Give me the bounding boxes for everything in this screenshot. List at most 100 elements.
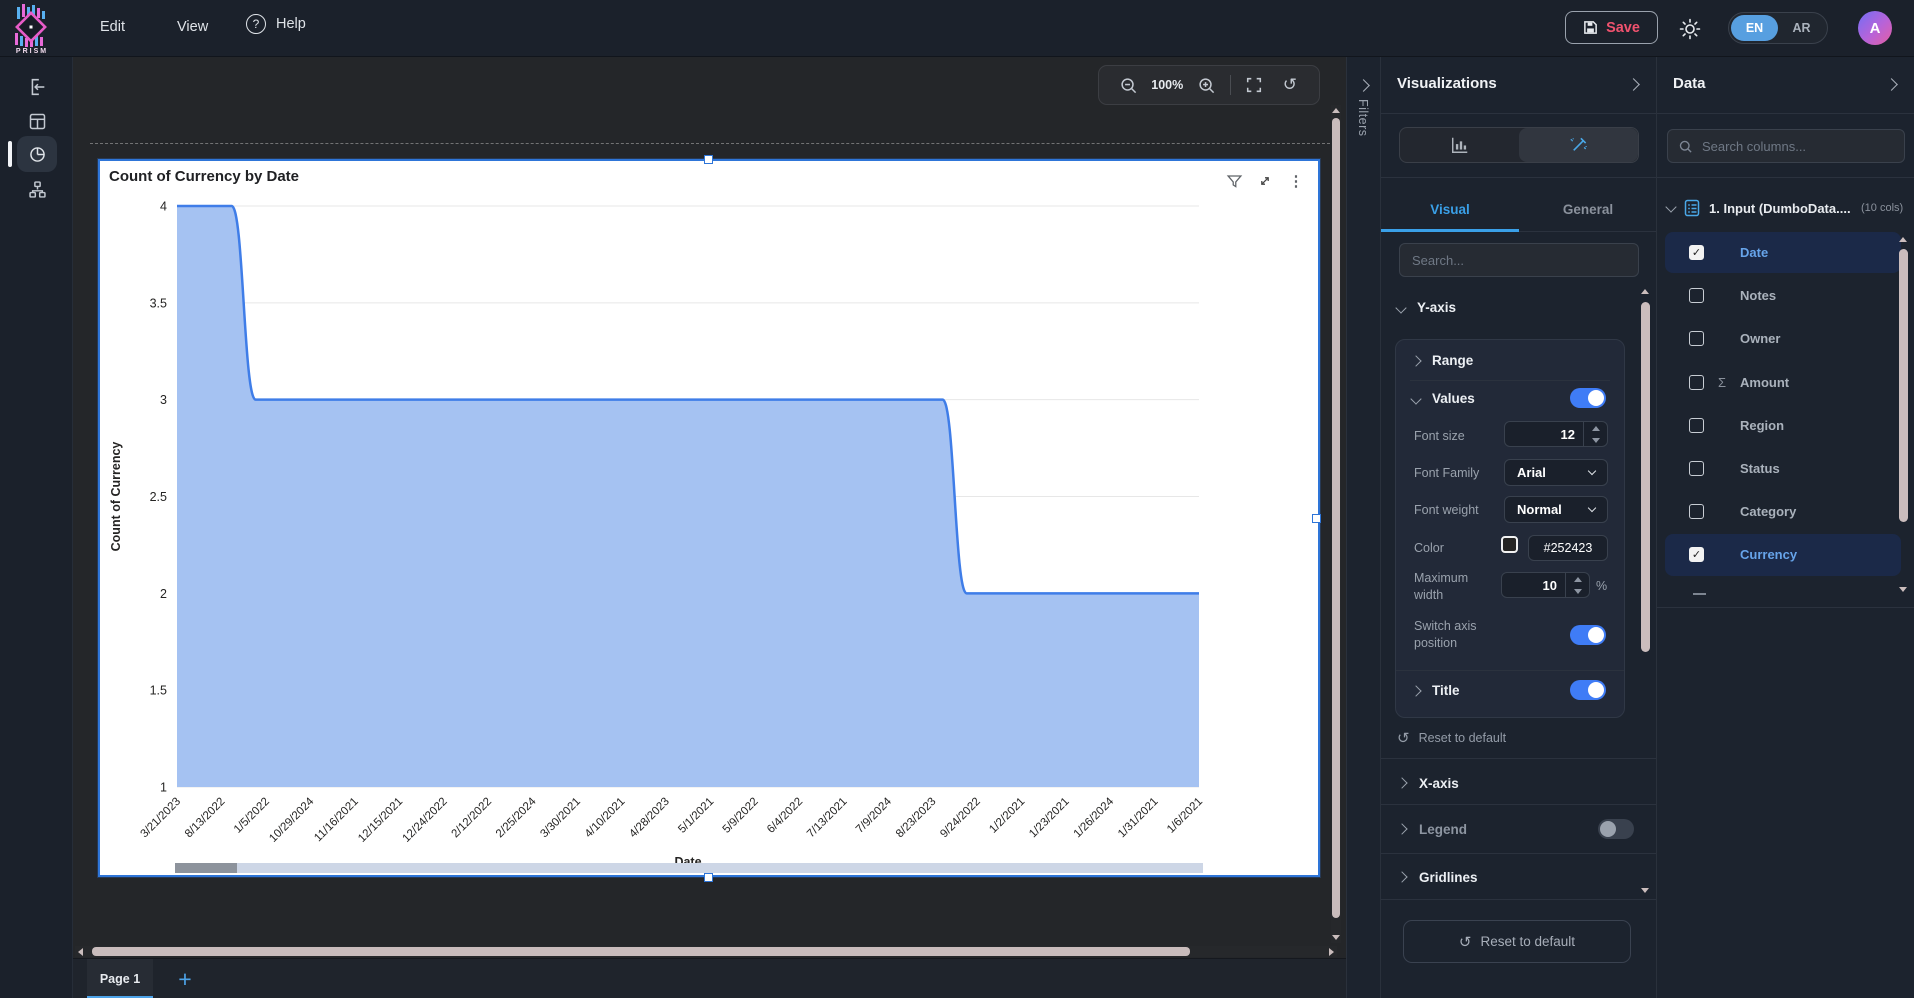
page-tab-1[interactable]: Page 1 — [87, 959, 153, 998]
canvas-vertical-scrollbar[interactable] — [1331, 105, 1341, 943]
data-panel-scrollbar[interactable] — [1899, 237, 1908, 592]
column-row[interactable]: ✓ Σ Currency — [1657, 533, 1914, 576]
column-checkbox[interactable] — [1689, 504, 1704, 520]
column-row[interactable]: ✓ Σ Date — [1657, 231, 1914, 274]
chart-scrollbar-thumb[interactable] — [175, 863, 237, 873]
spin-up-button[interactable] — [1566, 573, 1589, 585]
section-x-axis[interactable]: X-axis — [1381, 769, 1657, 797]
scroll-down-arrow-icon[interactable] — [1332, 935, 1340, 940]
values-toggle[interactable] — [1570, 388, 1606, 408]
widget-menu-button[interactable]: ⋮ — [1286, 171, 1306, 191]
section-title[interactable]: Title — [1410, 683, 1460, 698]
filters-expand-icon[interactable] — [1357, 79, 1370, 92]
language-switch[interactable]: EN AR — [1728, 12, 1828, 44]
column-row[interactable]: Σ Category — [1657, 490, 1914, 533]
avatar[interactable]: A — [1858, 11, 1892, 45]
theme-toggle-button[interactable] — [1676, 15, 1704, 43]
y-axis-reset-link[interactable]: ↺ Reset to default — [1397, 729, 1506, 747]
charts-view-button[interactable] — [17, 136, 57, 172]
resize-handle-bottom[interactable] — [704, 873, 713, 882]
color-hex-value[interactable]: #252423 — [1528, 535, 1608, 561]
canvas-hscroll-thumb[interactable] — [92, 947, 1190, 956]
column-checkbox[interactable] — [1689, 331, 1704, 347]
resize-handle-top[interactable] — [704, 155, 713, 164]
font-weight-select[interactable]: Normal — [1504, 496, 1608, 523]
data-scrollbar-thumb[interactable] — [1899, 249, 1908, 522]
scroll-right-arrow-icon[interactable] — [1329, 947, 1334, 956]
column-row[interactable]: Σ Notes — [1657, 274, 1914, 317]
column-row[interactable]: Σ Owner — [1657, 317, 1914, 360]
column-checkbox[interactable]: ✓ — [1689, 245, 1704, 261]
widget-filter-button[interactable] — [1224, 171, 1244, 191]
table-tree-item[interactable]: 1. Input (DumboData.... (10 cols) — [1665, 190, 1905, 226]
column-checkbox[interactable]: ✓ — [1689, 547, 1704, 563]
section-y-axis[interactable]: Y-axis — [1395, 300, 1456, 315]
legend-toggle[interactable] — [1598, 819, 1634, 839]
reset-view-button[interactable]: ↺ — [1277, 72, 1303, 98]
section-gridlines[interactable]: Gridlines — [1381, 863, 1657, 891]
menu-help[interactable]: ? Help — [246, 14, 306, 34]
menu-view[interactable]: View — [177, 19, 209, 35]
font-size-input[interactable] — [1505, 422, 1583, 446]
font-family-select[interactable]: Arial — [1504, 459, 1608, 486]
chart-horizontal-scrollbar[interactable] — [175, 863, 1203, 873]
filters-collapsed-panel[interactable]: Filters — [1346, 57, 1380, 998]
save-button[interactable]: Save — [1565, 11, 1658, 44]
collapse-panel-icon[interactable] — [1885, 78, 1898, 91]
section-range[interactable]: Range — [1410, 353, 1473, 368]
section-legend[interactable]: Legend — [1381, 815, 1657, 843]
canvas-vscroll-thumb[interactable] — [1332, 118, 1340, 918]
resize-handle-right[interactable] — [1312, 514, 1321, 523]
language-ar[interactable]: AR — [1792, 21, 1811, 35]
canvas-horizontal-scrollbar[interactable] — [75, 946, 1337, 957]
title-toggle[interactable] — [1570, 680, 1606, 700]
column-row[interactable]: Σ Region — [1657, 404, 1914, 447]
switch-axis-toggle[interactable] — [1570, 625, 1606, 645]
tab-general[interactable]: General — [1562, 201, 1614, 217]
prism-logo-icon[interactable]: PRISM — [9, 3, 55, 55]
chart-type-mode-button[interactable] — [1400, 128, 1519, 162]
exit-button[interactable] — [17, 69, 57, 105]
add-page-button[interactable]: + — [178, 965, 192, 992]
scroll-up-arrow-icon[interactable] — [1899, 237, 1907, 242]
collapse-panel-icon[interactable] — [1627, 78, 1640, 91]
zoom-in-icon — [1199, 77, 1215, 93]
column-checkbox[interactable] — [1689, 374, 1704, 390]
data-search-input[interactable] — [1702, 130, 1894, 162]
widget-expand-button[interactable] — [1255, 171, 1275, 191]
spin-down-icon — [1591, 437, 1600, 443]
viz-scrollbar-thumb[interactable] — [1641, 302, 1650, 652]
fit-screen-button[interactable] — [1241, 72, 1267, 98]
tab-visual[interactable]: Visual — [1381, 187, 1519, 232]
spin-down-button[interactable] — [1566, 585, 1589, 597]
chevron-down-icon — [1587, 503, 1597, 513]
max-width-input[interactable] — [1502, 573, 1565, 597]
data-panel: Data 1. Input (DumboData.... (10 cols) ✓ — [1656, 57, 1914, 998]
section-values[interactable]: Values — [1410, 391, 1475, 406]
column-checkbox[interactable] — [1689, 417, 1704, 433]
viz-search-input[interactable] — [1399, 243, 1639, 277]
menu-edit[interactable]: Edit — [100, 19, 125, 35]
scroll-up-arrow-icon[interactable] — [1332, 108, 1340, 113]
spin-up-button[interactable] — [1584, 422, 1607, 434]
scroll-down-arrow-icon[interactable] — [1899, 587, 1907, 592]
scroll-down-arrow-icon[interactable] — [1641, 888, 1649, 893]
zoom-out-button[interactable] — [1115, 72, 1141, 98]
svg-text:4: 4 — [160, 200, 167, 214]
scroll-left-arrow-icon[interactable] — [78, 947, 83, 956]
column-row[interactable]: Σ Status — [1657, 447, 1914, 490]
flow-view-button[interactable] — [17, 171, 57, 207]
spin-down-button[interactable] — [1584, 434, 1607, 446]
column-checkbox[interactable] — [1689, 288, 1704, 304]
viz-panel-scrollbar[interactable] — [1641, 289, 1650, 893]
language-en[interactable]: EN — [1731, 15, 1778, 41]
column-checkbox[interactable] — [1689, 461, 1704, 477]
color-swatch[interactable] — [1501, 536, 1518, 553]
layout-view-button[interactable] — [17, 103, 57, 139]
reset-to-default-button[interactable]: ↺ Reset to default — [1403, 920, 1631, 963]
format-mode-button[interactable] — [1519, 128, 1638, 162]
chart-widget[interactable]: Count of Currency by Date ⋮ 1 1.5 2 2.5 3 3.5… — [98, 159, 1320, 877]
scroll-up-arrow-icon[interactable] — [1641, 289, 1649, 294]
column-row[interactable]: Σ Amount — [1657, 361, 1914, 404]
zoom-in-button[interactable] — [1193, 72, 1219, 98]
